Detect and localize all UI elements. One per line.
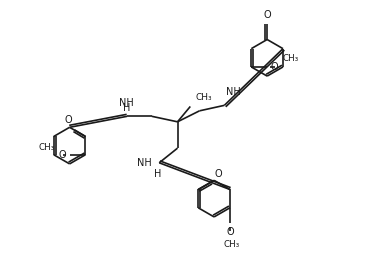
Text: CH₃: CH₃ bbox=[282, 54, 298, 63]
Text: H: H bbox=[154, 169, 161, 179]
Text: O: O bbox=[226, 227, 234, 237]
Text: CH₃: CH₃ bbox=[38, 143, 55, 152]
Text: CH₃: CH₃ bbox=[195, 93, 212, 102]
Text: O: O bbox=[263, 10, 271, 20]
Text: H: H bbox=[123, 103, 130, 113]
Text: O: O bbox=[64, 116, 72, 125]
Text: NH: NH bbox=[137, 158, 152, 168]
Text: O: O bbox=[215, 169, 222, 178]
Text: NH: NH bbox=[119, 98, 134, 108]
Text: O: O bbox=[59, 150, 66, 160]
Text: O: O bbox=[270, 62, 278, 72]
Text: CH₃: CH₃ bbox=[224, 240, 240, 249]
Text: NH: NH bbox=[226, 87, 241, 97]
